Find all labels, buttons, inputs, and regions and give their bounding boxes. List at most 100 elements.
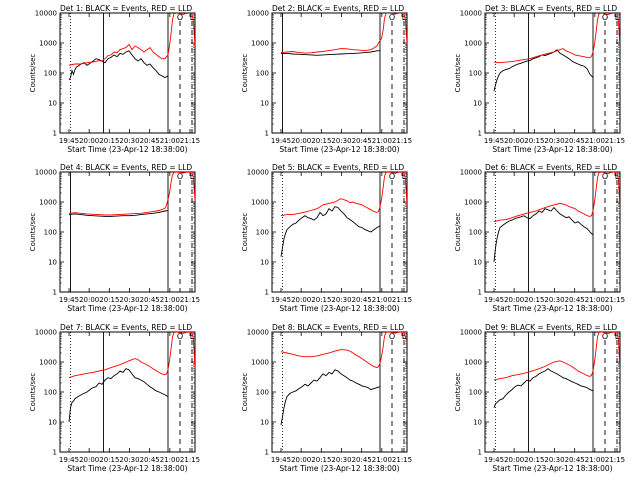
- y-tick-label: 1000: [464, 199, 482, 207]
- x-tick-label: 21:00: [160, 137, 180, 145]
- x-tick-label: 19:45: [59, 456, 79, 464]
- series-events-line: [493, 206, 594, 263]
- marker-label: O: [389, 172, 395, 181]
- chart-panel-2: Det 2: BLACK = Events, RED = LLD 1 10 100 10…: [241, 4, 412, 154]
- x-tick-label: 19:45: [484, 456, 504, 464]
- x-tick-label: 20:15: [311, 456, 331, 464]
- x-tick-label: 20:30: [544, 456, 564, 464]
- x-tick-label: 20:15: [311, 296, 331, 304]
- marker-label: L: [615, 172, 620, 181]
- x-axis-label: Start Time (23-Apr-12 18:38:00): [67, 145, 187, 154]
- series-events-line: [68, 50, 169, 80]
- x-tick-label: 20:15: [524, 456, 544, 464]
- y-tick-label: 10000: [247, 10, 269, 18]
- x-tick-label: 20:15: [524, 137, 544, 145]
- series-lld-line: [280, 332, 407, 369]
- chart-panel-6: Det 6: BLACK = Events, RED = LLD 1 10 100 10…: [454, 163, 625, 313]
- marker-label: L: [190, 172, 195, 181]
- x-tick-label: 19:45: [59, 296, 79, 304]
- series-events-line: [281, 50, 381, 56]
- x-tick-label: 20:00: [79, 296, 99, 304]
- plot-frame: [271, 12, 408, 134]
- y-tick-label: 1000: [464, 40, 482, 48]
- series-lld-line: [280, 13, 407, 54]
- marker-label: O: [602, 172, 608, 181]
- series-lld-line: [493, 172, 620, 223]
- y-tick-label: 100: [256, 229, 269, 237]
- x-tick-label: 20:30: [544, 137, 564, 145]
- y-tick-label: 1: [53, 449, 57, 457]
- x-tick-label: 20:00: [504, 456, 524, 464]
- x-axis-label: Start Time (23-Apr-12 18:38:00): [492, 145, 612, 154]
- y-tick-label: 1: [53, 289, 57, 297]
- y-axis-label: Counts/sec: [454, 54, 462, 93]
- chart-title: Det 7: BLACK = Events, RED = LLD: [60, 323, 192, 332]
- plot-frame: [59, 171, 196, 293]
- marker-label: O: [602, 13, 608, 22]
- x-tick-label: 20:00: [79, 456, 99, 464]
- y-tick-label: 1000: [464, 359, 482, 367]
- plot-area: [68, 13, 195, 133]
- marker-label: L: [402, 13, 407, 22]
- series-events-line: [68, 368, 169, 423]
- x-tick-label: 19:45: [59, 137, 79, 145]
- x-tick-label: 20:45: [140, 296, 160, 304]
- marker-label: O: [389, 13, 395, 22]
- chart-title: Det 6: BLACK = Events, RED = LLD: [485, 163, 617, 172]
- chart-title: Det 2: BLACK = Events, RED = LLD: [272, 4, 404, 13]
- y-tick-label: 100: [44, 389, 57, 397]
- x-tick-label: 20:45: [352, 296, 372, 304]
- x-tick-label: 20:15: [99, 296, 119, 304]
- y-tick-label: 1000: [39, 359, 57, 367]
- plot-area: [68, 332, 195, 452]
- marker-label: O: [602, 332, 608, 341]
- y-tick-label: 1000: [251, 40, 269, 48]
- x-axis-label: Start Time (23-Apr-12 18:38:00): [67, 464, 187, 473]
- marker-label: L: [190, 13, 195, 22]
- y-tick-label: 10: [48, 419, 57, 427]
- x-tick-label: 20:30: [544, 296, 564, 304]
- y-tick-label: 10000: [35, 329, 57, 337]
- y-tick-label: 10: [260, 259, 269, 267]
- chart-title: Det 4: BLACK = Events, RED = LLD: [60, 163, 192, 172]
- y-tick-label: 10: [260, 100, 269, 108]
- series-lld-line: [68, 13, 195, 66]
- marker-label: O: [177, 13, 183, 22]
- y-tick-label: 100: [469, 229, 482, 237]
- marker-label: O: [177, 172, 183, 181]
- y-axis-label: Counts/sec: [29, 54, 37, 93]
- x-tick-label: 20:45: [565, 456, 585, 464]
- x-tick-label: 21:00: [160, 456, 180, 464]
- y-axis-label: Counts/sec: [454, 213, 462, 252]
- x-tick-label: 19:45: [271, 456, 291, 464]
- series-lld-line: [493, 332, 620, 381]
- plot-area: [493, 13, 620, 133]
- series-lld-line: [68, 172, 195, 216]
- y-tick-label: 1000: [39, 40, 57, 48]
- x-tick-label: 20:30: [331, 137, 351, 145]
- y-tick-label: 10000: [460, 329, 482, 337]
- series-lld-line: [68, 332, 195, 379]
- x-tick-label: 21:15: [392, 296, 412, 304]
- marker-label: L: [615, 13, 620, 22]
- x-tick-label: 19:45: [271, 296, 291, 304]
- plot-frame: [484, 171, 621, 293]
- y-axis-label: Counts/sec: [241, 373, 249, 412]
- x-tick-label: 21:15: [180, 456, 200, 464]
- y-axis-label: Counts/sec: [29, 373, 37, 412]
- x-tick-label: 20:30: [119, 456, 139, 464]
- plot-frame: [484, 331, 621, 453]
- x-tick-label: 20:00: [291, 456, 311, 464]
- y-tick-label: 10: [473, 259, 482, 267]
- x-tick-label: 20:45: [352, 456, 372, 464]
- x-tick-label: 20:30: [331, 296, 351, 304]
- x-tick-label: 20:45: [565, 296, 585, 304]
- x-tick-label: 20:00: [504, 137, 524, 145]
- marker-label: L: [190, 332, 195, 341]
- chart-title: Det 3: BLACK = Events, RED = LLD: [485, 4, 617, 13]
- y-tick-label: 1: [478, 289, 482, 297]
- y-tick-label: 10000: [247, 329, 269, 337]
- x-tick-label: 20:45: [565, 137, 585, 145]
- series-events-line: [280, 369, 381, 425]
- x-tick-label: 20:00: [291, 137, 311, 145]
